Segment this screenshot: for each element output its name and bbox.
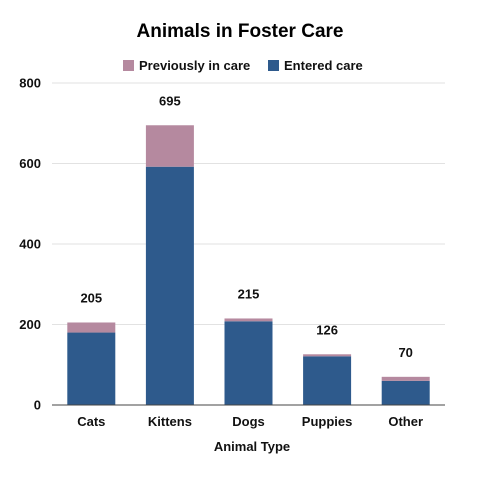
bar-previously-in-care-kittens: [145, 125, 194, 167]
x-axis-label: Animal Type: [214, 439, 290, 454]
bar-entered-care-dogs: [224, 321, 273, 405]
bar-previously-in-care-dogs: [224, 318, 273, 322]
bar-entered-care-cats: [67, 332, 116, 405]
total-label-dogs: 215: [238, 286, 260, 301]
legend-swatch-previously-in-care: [123, 60, 134, 71]
x-tick-label-dogs: Dogs: [232, 414, 265, 429]
y-axis-ticks: 0 200 400 600 800: [19, 76, 41, 413]
bar-entered-care-other: [381, 380, 430, 405]
y-tick-label: 600: [19, 156, 41, 171]
x-tick-label-other: Other: [388, 414, 423, 429]
legend-swatch-entered-care: [268, 60, 279, 71]
bar-entered-care-kittens: [145, 166, 194, 405]
bar-previously-in-care-other: [381, 376, 430, 381]
y-tick-label: 400: [19, 237, 41, 252]
x-tick-label-puppies: Puppies: [302, 414, 353, 429]
y-tick-label: 800: [19, 76, 41, 91]
total-label-kittens: 695: [159, 93, 181, 108]
y-tick-label: 0: [34, 398, 41, 413]
legend-label-previously-in-care: Previously in care: [139, 58, 250, 73]
bars: [67, 125, 430, 405]
total-label-puppies: 126: [316, 322, 338, 337]
chart-title: Animals in Foster Care: [137, 21, 344, 42]
legend-label-entered-care: Entered care: [284, 58, 363, 73]
bar-entered-care-puppies: [303, 356, 352, 405]
total-label-other: 70: [398, 345, 412, 360]
legend: Previously in care Entered care: [123, 58, 363, 73]
bar-previously-in-care-cats: [67, 322, 116, 333]
x-tick-label-kittens: Kittens: [148, 414, 192, 429]
total-label-cats: 205: [80, 290, 102, 305]
bar-previously-in-care-puppies: [303, 354, 352, 357]
data-labels: 205 695 215 126 70: [80, 93, 412, 360]
x-tick-label-cats: Cats: [77, 414, 105, 429]
y-tick-label: 200: [19, 317, 41, 332]
x-axis-categories: Cats Kittens Dogs Puppies Other: [77, 414, 423, 429]
